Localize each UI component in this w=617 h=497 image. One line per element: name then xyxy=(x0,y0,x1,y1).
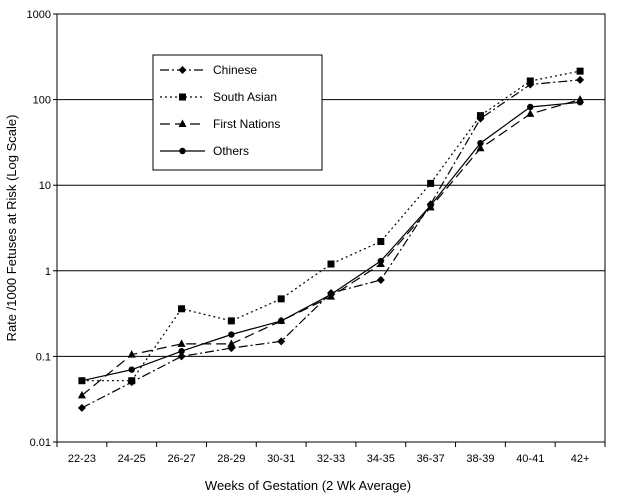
legend: Chinese South Asian First Nations Others xyxy=(152,54,323,171)
data-point-chinese xyxy=(277,337,286,346)
y-tick-label: 10 xyxy=(39,180,51,192)
data-point-chinese xyxy=(77,403,86,412)
gridlines xyxy=(57,99,605,357)
x-axis: 22-23 24-25 26-27 28-29 30-31 32-33 34-35 36-37… xyxy=(56,442,606,465)
x-tick-label: 24-25 xyxy=(118,453,146,465)
legend-marker-square xyxy=(179,93,186,101)
x-axis-title: Weeks of Gestation (2 Wk Average) xyxy=(205,478,411,493)
series-markers xyxy=(77,67,585,412)
legend-marker-circle xyxy=(179,147,186,155)
x-tick-label: 30-31 xyxy=(267,453,295,465)
legend-item-south-asian: South Asian xyxy=(160,90,277,104)
x-tick-label: 26-27 xyxy=(167,453,195,465)
legend-item-first-nations: First Nations xyxy=(160,117,280,131)
data-point-others xyxy=(527,103,534,111)
data-point-first-nations xyxy=(476,143,485,152)
data-point-others xyxy=(128,366,135,373)
data-point-first-nations xyxy=(77,390,86,399)
y-axis: 0.01 0.1 1 10 100 1000 xyxy=(27,9,57,449)
data-point-others xyxy=(377,257,385,265)
data-point-south-asian xyxy=(277,295,285,303)
data-point-chinese xyxy=(177,352,186,361)
plot-area-frame xyxy=(56,13,606,443)
data-point-others xyxy=(228,331,235,338)
data-point-south-asian xyxy=(476,112,484,120)
legend-label: South Asian xyxy=(213,90,277,104)
x-tick-label: 22-23 xyxy=(68,453,96,465)
x-tick-label: 34-35 xyxy=(367,453,395,465)
data-point-chinese xyxy=(576,75,585,84)
y-tick-label: 1 xyxy=(45,266,51,278)
legend-item-others: Others xyxy=(160,144,249,158)
x-tick-label: 40-41 xyxy=(516,453,544,465)
x-tick-label: 32-33 xyxy=(317,453,345,465)
data-point-south-asian xyxy=(128,377,136,385)
data-point-south-asian xyxy=(377,237,385,245)
x-tick-label: 28-29 xyxy=(217,453,245,465)
legend-label: First Nations xyxy=(213,117,280,131)
data-point-others xyxy=(327,291,335,298)
x-tick-label: 38-39 xyxy=(466,453,494,465)
data-point-south-asian xyxy=(427,179,435,187)
data-point-south-asian xyxy=(526,77,534,85)
data-point-first-nations xyxy=(227,339,236,347)
data-point-others xyxy=(427,202,434,209)
legend-label: Others xyxy=(213,144,249,158)
x-tick-label: 36-37 xyxy=(417,453,445,465)
x-tick-label: 42+ xyxy=(571,453,590,465)
y-tick-label: 1000 xyxy=(27,9,51,21)
legend-marker-diamond xyxy=(178,66,187,74)
data-point-first-nations xyxy=(127,350,136,358)
data-point-others xyxy=(277,317,285,325)
data-point-chinese xyxy=(376,276,385,285)
y-tick-label: 0.1 xyxy=(36,351,51,363)
data-point-south-asian xyxy=(576,67,584,75)
legend-label: Chinese xyxy=(213,63,257,77)
data-point-others xyxy=(477,139,484,147)
data-point-south-asian xyxy=(178,305,186,313)
data-point-south-asian xyxy=(227,317,235,325)
data-point-first-nations xyxy=(177,339,186,347)
data-point-others xyxy=(78,377,86,384)
y-axis-title: Rate /1000 Fetuses at Risk (Log Scale) xyxy=(4,115,19,342)
data-point-others xyxy=(178,348,185,355)
data-point-south-asian xyxy=(327,260,335,268)
legend-marker-triangle xyxy=(178,119,187,127)
data-point-first-nations xyxy=(526,109,535,117)
y-tick-label: 100 xyxy=(33,95,51,107)
data-point-others xyxy=(576,99,584,106)
legend-item-chinese: Chinese xyxy=(160,63,257,77)
series-line-chinese xyxy=(81,79,581,409)
y-tick-label: 0.01 xyxy=(30,437,51,449)
